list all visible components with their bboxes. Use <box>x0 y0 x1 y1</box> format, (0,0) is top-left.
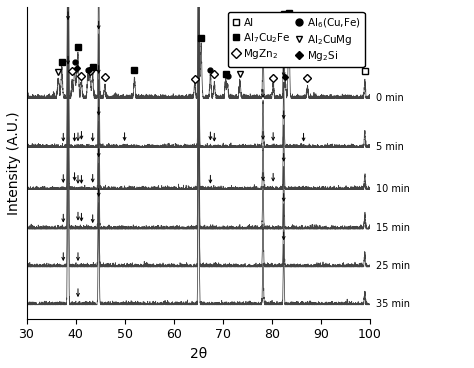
Text: 10 min: 10 min <box>375 184 410 194</box>
Text: 25 min: 25 min <box>375 261 410 271</box>
Text: 15 min: 15 min <box>375 223 410 233</box>
Text: 35 min: 35 min <box>375 299 410 309</box>
Legend: Al, Al$_7$Cu$_2$Fe, MgZn$_2$, Al$_6$(Cu,Fe), Al$_2$CuMg, Mg$_2$Si: Al, Al$_7$Cu$_2$Fe, MgZn$_2$, Al$_6$(Cu,… <box>228 12 365 67</box>
Text: 5 min: 5 min <box>375 142 403 152</box>
Y-axis label: Intensity (A.U.): Intensity (A.U.) <box>7 111 21 215</box>
Text: 0 min: 0 min <box>375 92 403 103</box>
X-axis label: 2θ: 2θ <box>190 347 207 361</box>
